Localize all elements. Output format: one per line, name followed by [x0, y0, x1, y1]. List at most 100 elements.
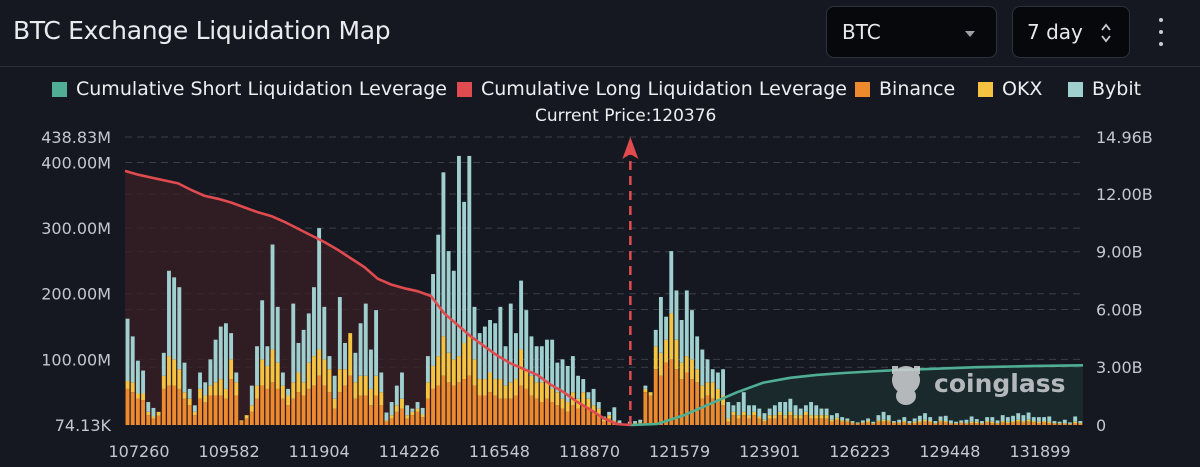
bar-segment-okx — [824, 415, 829, 419]
bar-segment-okx — [658, 352, 663, 376]
bar-segment-okx — [1021, 421, 1026, 423]
bar-segment-okx — [560, 398, 565, 409]
bar — [555, 362, 560, 425]
bar — [270, 244, 275, 425]
bar-segment-bybit — [591, 388, 596, 406]
bar-segment-binance — [591, 411, 596, 425]
bar — [477, 333, 482, 425]
bar — [990, 417, 995, 425]
bar-segment-okx — [141, 393, 146, 401]
bar-segment-okx — [208, 385, 213, 396]
bar-segment-okx — [700, 385, 705, 399]
bar-segment-binance — [933, 423, 938, 425]
bar-segment-bybit — [814, 405, 819, 416]
bar-segment-binance — [488, 392, 492, 425]
right-axis-label: 9.00B — [1096, 243, 1143, 262]
symbol-select[interactable]: BTC — [826, 6, 997, 58]
bar-segment-okx — [871, 423, 876, 424]
period-select[interactable]: 7 day — [1012, 6, 1130, 58]
bar — [182, 362, 187, 425]
bar — [508, 303, 513, 425]
legend-item-bybit[interactable]: Bybit — [1068, 77, 1141, 101]
bar-segment-bybit — [570, 356, 575, 393]
bar-segment-binance — [425, 398, 430, 425]
bar-segment-binance — [912, 423, 917, 425]
bar-segment-bybit — [301, 329, 306, 383]
bar-segment-binance — [803, 415, 808, 425]
bar-segment-okx — [772, 415, 777, 419]
bar-segment-bybit — [938, 416, 943, 421]
bar-segment-binance — [477, 395, 482, 425]
bar — [545, 339, 549, 425]
bar — [959, 420, 964, 425]
bar — [167, 270, 171, 425]
bar-segment-bybit — [513, 333, 518, 380]
bar — [591, 388, 596, 425]
bar-segment-okx — [291, 382, 296, 399]
legend-item-long[interactable]: Cumulative Long Liquidation Leverage — [457, 77, 847, 101]
bar-segment-okx — [881, 419, 886, 422]
bar-segment-okx — [1000, 421, 1005, 423]
bar-segment-okx — [405, 415, 410, 419]
bar-segment-bybit — [389, 402, 394, 416]
bar-segment-okx — [757, 416, 762, 419]
bar — [255, 346, 259, 425]
bar-segment-okx — [156, 411, 161, 416]
bar — [664, 316, 669, 425]
page-title: BTC Exchange Liquidation Map — [13, 16, 391, 45]
bar-segment-bybit — [151, 407, 156, 417]
bar-segment-bybit — [384, 412, 389, 421]
bar-segment-binance — [824, 418, 829, 425]
bar-segment-binance — [482, 395, 487, 425]
legend-swatch — [978, 81, 993, 97]
bar-segment-bybit — [783, 402, 788, 416]
current-price-label: Current Price:120376 — [535, 106, 717, 126]
bar-segment-bybit — [638, 419, 643, 423]
bar-segment-binance — [700, 398, 705, 425]
bar-segment-bybit — [933, 421, 938, 424]
bar-segment-okx — [643, 388, 648, 393]
bar-segment-okx — [394, 405, 399, 412]
bar — [1016, 413, 1021, 425]
bar-segment-okx — [980, 423, 984, 424]
bar — [187, 388, 192, 425]
kebab-menu-icon[interactable] — [1155, 17, 1167, 47]
bar-segment-okx — [234, 382, 239, 396]
legend-item-okx[interactable]: OKX — [978, 77, 1042, 101]
bar-segment-binance — [286, 405, 291, 425]
bar-segment-binance — [829, 421, 834, 425]
right-axis: 14.96B 12.00B 9.00B 6.00B 3.00B 0 — [1096, 128, 1153, 435]
bar-segment-okx — [182, 392, 187, 399]
bar — [265, 346, 270, 425]
bar-segment-bybit — [146, 402, 151, 412]
bar-segment-bybit — [218, 326, 223, 380]
bar-segment-bybit — [1021, 415, 1026, 422]
bar-segment-bybit — [477, 333, 482, 380]
bar-segment-binance — [534, 398, 539, 425]
bar-segment-binance — [664, 362, 669, 425]
bar-segment-binance — [757, 418, 762, 425]
bar-segment-okx — [534, 382, 539, 399]
bar-segment-bybit — [431, 274, 435, 366]
bar-segment-binance — [814, 418, 819, 425]
bar-segment-okx — [767, 415, 772, 419]
bar-segment-binance — [524, 388, 529, 425]
bar — [529, 336, 534, 425]
bar-segment-binance — [1011, 422, 1015, 425]
bar-segment-binance — [923, 421, 927, 425]
bar-segment-okx — [1078, 423, 1083, 424]
bar-series — [125, 155, 1083, 425]
bar-segment-bybit — [555, 362, 560, 393]
legend-item-binance[interactable]: Binance — [855, 77, 955, 101]
bar-segment-okx — [788, 411, 793, 416]
bar-segment-binance — [441, 375, 446, 425]
bar-segment-bybit — [778, 402, 782, 412]
bar — [731, 405, 736, 425]
bar-segment-okx — [275, 362, 280, 389]
bar-segment-binance — [948, 423, 953, 425]
legend-item-short[interactable]: Cumulative Short Liquidation Leverage — [52, 77, 447, 101]
x-axis: 107260 109582 111904 114226 116548 118870 1215… — [108, 442, 1070, 461]
bar-segment-bybit — [731, 405, 736, 412]
bar-segment-binance — [674, 369, 679, 425]
bar-segment-binance — [1000, 422, 1005, 425]
